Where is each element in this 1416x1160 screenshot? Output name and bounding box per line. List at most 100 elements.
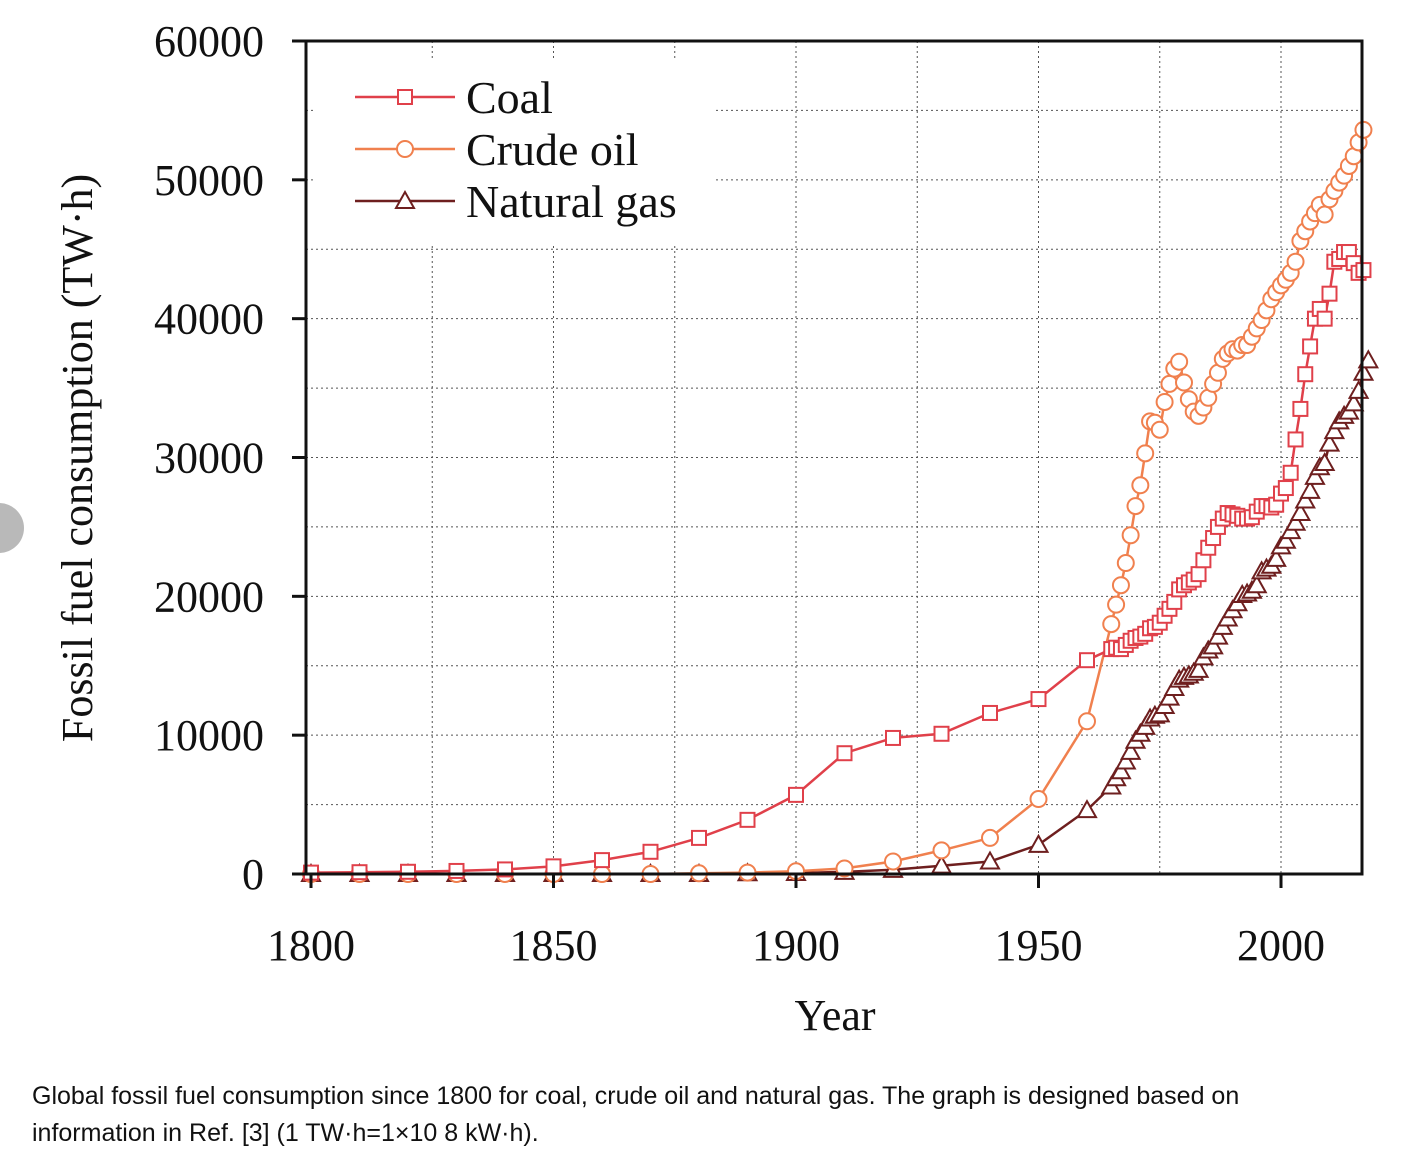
axis-ticks: 0 10000 20000 30000 40000 50000 60000 1800 1850 1… xyxy=(154,17,1325,970)
data-point-natural-gas xyxy=(1304,465,1326,485)
x-axis-title: Year xyxy=(794,991,875,1040)
data-point-coal xyxy=(1079,652,1095,669)
data-point-natural-gas xyxy=(1318,432,1341,452)
data-point-coal xyxy=(691,829,707,846)
data-point-coal xyxy=(1292,400,1309,417)
data-point-coal xyxy=(1297,366,1314,383)
y-tick-label: 10000 xyxy=(154,711,264,760)
data-point-coal xyxy=(739,811,756,828)
data-point-coal xyxy=(642,843,659,860)
data-point-natural-gas xyxy=(1076,799,1098,819)
data-point-crude-oil xyxy=(1029,790,1048,809)
y-tick-label: 20000 xyxy=(154,572,264,621)
data-point-natural-gas xyxy=(1158,686,1181,706)
data-point-crude-oil xyxy=(884,852,902,871)
legend-label-coal: Coal xyxy=(466,72,553,123)
legend-background xyxy=(314,60,714,245)
data-point-coal xyxy=(1030,691,1047,708)
legend-marker-crude-oil xyxy=(396,140,414,158)
data-point-crude-oil xyxy=(1155,392,1174,411)
data-point-natural-gas xyxy=(1299,479,1321,499)
caption-line-2: information in Ref. [3] (1 TW·h=1×10 8 k… xyxy=(32,1119,539,1147)
data-point-natural-gas xyxy=(1246,574,1268,594)
data-point-crude-oil xyxy=(981,828,999,847)
series-natural-gas xyxy=(300,349,1380,882)
data-point-natural-gas xyxy=(1207,625,1229,645)
data-point-crude-oil xyxy=(1150,420,1169,439)
data-point-crude-oil xyxy=(1102,615,1121,634)
y-tick-label: 30000 xyxy=(154,434,264,483)
data-point-natural-gas xyxy=(1115,750,1137,770)
y-tick-label: 40000 xyxy=(154,295,264,344)
x-tick-label: 2000 xyxy=(1237,921,1325,970)
data-point-natural-gas xyxy=(1284,511,1307,531)
x-tick-label: 1950 xyxy=(995,921,1083,970)
data-point-natural-gas xyxy=(1313,452,1336,472)
y-tick-label: 0 xyxy=(242,850,264,899)
data-point-coal xyxy=(400,863,416,880)
data-point-crude-oil xyxy=(1107,595,1126,614)
data-point-coal xyxy=(1321,285,1338,302)
data-point-crude-oil xyxy=(1286,252,1305,271)
y-tick-label: 60000 xyxy=(154,17,264,66)
data-point-coal xyxy=(448,862,465,879)
data-point-coal xyxy=(351,864,368,881)
caption-line-1: Global fossil fuel consumption since 180… xyxy=(32,1082,1240,1110)
data-point-crude-oil xyxy=(1160,374,1179,393)
y-tick-label: 50000 xyxy=(154,156,264,205)
x-tick-label: 1850 xyxy=(510,921,598,970)
data-point-coal xyxy=(594,852,610,869)
data-point-crude-oil xyxy=(1136,444,1155,463)
data-point-natural-gas xyxy=(1357,349,1380,369)
data-point-coal xyxy=(788,786,804,803)
legend-marker-natural-gas xyxy=(394,189,416,209)
legend-marker-coal xyxy=(397,89,413,105)
data-point-coal xyxy=(1277,480,1294,497)
data-point-crude-oil xyxy=(1078,712,1096,731)
series-line-natural-gas xyxy=(311,359,1370,876)
data-point-natural-gas xyxy=(1275,529,1297,549)
series-layer xyxy=(300,120,1380,883)
data-point-natural-gas xyxy=(1187,658,1210,678)
x-tick-label: 1900 xyxy=(752,921,840,970)
data-point-natural-gas xyxy=(1027,833,1050,853)
data-point-crude-oil xyxy=(1116,554,1135,573)
data-point-natural-gas xyxy=(1289,501,1312,522)
data-point-natural-gas xyxy=(1110,760,1132,780)
data-point-coal xyxy=(1287,431,1304,448)
legend-label-crude-oil: Crude oil xyxy=(466,124,638,175)
data-point-coal xyxy=(1190,566,1207,583)
data-point-natural-gas xyxy=(1343,392,1365,412)
data-point-coal xyxy=(1282,464,1299,481)
data-point-coal xyxy=(1316,310,1333,327)
data-point-crude-oil xyxy=(1126,497,1145,516)
data-point-crude-oil xyxy=(1121,526,1140,545)
data-point-natural-gas xyxy=(1265,547,1287,567)
x-tick-label: 1800 xyxy=(267,921,355,970)
data-point-crude-oil xyxy=(1111,576,1130,595)
data-point-coal xyxy=(885,729,901,746)
series-crude-oil xyxy=(302,120,1373,883)
data-point-natural-gas xyxy=(1347,379,1370,399)
data-point-natural-gas xyxy=(979,850,1001,870)
data-point-natural-gas xyxy=(1202,635,1224,655)
data-point-coal xyxy=(982,704,998,721)
data-point-crude-oil xyxy=(1175,373,1193,392)
data-point-crude-oil xyxy=(1170,352,1189,371)
data-point-crude-oil xyxy=(1315,205,1334,224)
data-point-coal xyxy=(545,858,562,875)
fossil-fuel-chart: 0 10000 20000 30000 40000 50000 60000 1800 1850 1… xyxy=(53,17,1380,1040)
data-point-crude-oil xyxy=(835,859,854,878)
data-point-crude-oil xyxy=(1131,476,1150,495)
data-point-coal xyxy=(1302,338,1319,355)
legend-label-natural-gas: Natural gas xyxy=(466,176,677,227)
data-point-crude-oil xyxy=(932,841,951,860)
data-point-natural-gas xyxy=(1323,420,1346,440)
data-point-coal xyxy=(933,725,950,742)
data-point-coal xyxy=(836,745,853,762)
data-point-natural-gas xyxy=(1119,740,1142,760)
series-coal xyxy=(303,244,1372,881)
y-axis-title: Fossil fuel consumption (TW·h) xyxy=(53,174,102,742)
